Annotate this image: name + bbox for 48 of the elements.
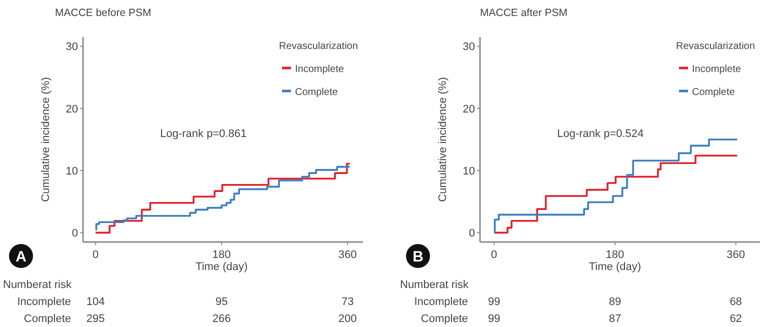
- text: 89: [608, 296, 622, 308]
- x-tick-label: 0: [92, 249, 99, 261]
- y-tick-label: 0: [468, 228, 475, 240]
- x-tick-label: 180: [606, 249, 624, 261]
- annotation: Log-rank p=0.861: [160, 128, 247, 140]
- annotation: Log-rank p=0.524: [557, 128, 644, 140]
- panel-badge: A: [9, 244, 33, 268]
- text: Incomplete: [414, 296, 468, 308]
- legend-label: Complete: [295, 87, 338, 98]
- y-tick-label: 20: [66, 103, 78, 116]
- x-tick-label: 360: [726, 249, 746, 261]
- y-axis-title: Cumulative incidence (%): [40, 77, 52, 202]
- text: Numberat risk: [400, 279, 469, 291]
- text: 95: [215, 296, 228, 308]
- legend-title: Revascularization: [279, 41, 358, 52]
- chart-title: MACCE before PSM: [55, 7, 152, 19]
- y-tick-label: 10: [462, 165, 475, 178]
- x-axis-title: Time (day): [588, 261, 642, 273]
- x-tick-label: 0: [491, 249, 498, 261]
- y-tick-label: 30: [462, 41, 475, 54]
- y-tick-label: 10: [66, 165, 78, 178]
- chart-title: MACCE after PSM: [480, 7, 568, 19]
- y-tick-label: 20: [462, 103, 475, 116]
- text: 104: [86, 296, 105, 308]
- text: 87: [608, 313, 622, 325]
- text: 266: [212, 313, 231, 325]
- text: Complete: [24, 313, 71, 325]
- text: Numberat risk: [3, 279, 72, 291]
- legend-title: Revascularization: [676, 41, 755, 52]
- y-axis-title: Cumulative incidence (%): [437, 77, 449, 202]
- text: 200: [338, 313, 357, 325]
- legend-label: Complete: [692, 87, 736, 98]
- text: Complete: [420, 313, 468, 325]
- text: 99: [488, 313, 500, 325]
- legend-label: Incomplete: [692, 64, 742, 75]
- x-tick-label: 360: [338, 249, 357, 261]
- text: 62: [730, 313, 742, 325]
- y-tick-label: 30: [66, 41, 78, 54]
- text: 295: [86, 313, 105, 325]
- y-tick-label: 0: [72, 228, 78, 240]
- panel-badge: B: [406, 244, 430, 268]
- x-axis-title: Time (day): [196, 261, 248, 273]
- text: 73: [341, 296, 354, 308]
- x-tick-label: 180: [212, 249, 231, 261]
- text: Incomplete: [17, 296, 71, 308]
- text: 68: [730, 296, 742, 308]
- legend-label: Incomplete: [295, 64, 344, 75]
- text: 99: [488, 296, 500, 308]
